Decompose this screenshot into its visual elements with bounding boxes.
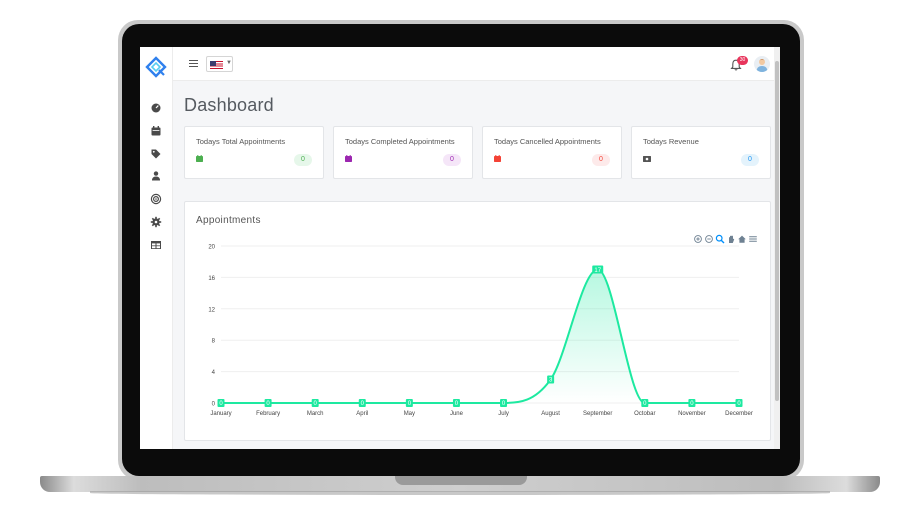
calendar-times-icon [494,155,501,162]
appointments-area-chart: 0 4 8 12 16 20 January February March April May Jun… [208,245,753,418]
stat-card-cancelled-appointments: Todays Cancelled Appointments 0 [482,126,622,179]
stat-card-revenue: Todays Revenue 0 [631,126,771,179]
pan-hand-icon[interactable] [726,234,736,244]
y-tick-label: 16 [208,276,215,282]
tag-icon[interactable] [150,148,162,160]
dashboard-icon[interactable] [150,102,162,114]
main-content: Dashboard Todays Total Appointments 0 To… [173,81,780,449]
reset-home-icon[interactable] [737,234,747,244]
data-label: 0 [361,401,365,407]
zoom-out-icon[interactable] [704,234,714,244]
data-label: 17 [594,268,601,274]
stat-title: Todays Cancelled Appointments [494,137,601,146]
data-label-box [217,399,225,407]
y-tick-label: 4 [212,370,216,376]
menu-toggle-icon[interactable] [189,60,198,68]
notification-count-badge: 30 [737,56,748,65]
data-label-box [405,399,413,407]
gear-icon[interactable] [150,216,162,228]
chevron-down-icon: ▼ [226,60,232,66]
stat-value-badge: 0 [592,154,610,166]
data-label: 0 [455,401,459,407]
data-label-box [547,375,555,384]
data-label-box [358,399,366,407]
stat-title: Todays Total Appointments [196,137,286,146]
vertical-scrollbar[interactable] [774,47,780,449]
data-label: 0 [266,401,270,407]
page-title: Dashboard [184,95,274,115]
calendar-check-icon [345,155,352,162]
data-label: 0 [219,401,223,407]
y-tick-label: 12 [208,307,215,313]
target-icon[interactable] [150,193,162,205]
data-label-box [688,399,696,407]
data-label-box [735,399,743,407]
chart-menu-icon[interactable] [748,234,758,244]
stat-value-badge: 0 [294,154,312,166]
data-label-box [452,399,460,407]
x-tick-label: April [356,411,368,417]
laptop-base-shadow [90,491,830,495]
y-tick-label: 20 [208,245,215,251]
app-logo[interactable] [145,56,167,78]
chart-toolbar [693,234,758,244]
x-tick-label: March [307,411,324,417]
user-avatar[interactable] [754,56,770,72]
data-label: 0 [408,401,412,407]
x-tick-label: May [404,411,415,417]
appointments-chart-card: Appointments [184,201,771,441]
x-tick-label: September [583,411,612,417]
data-label-box [641,399,649,407]
zoom-in-icon[interactable] [693,234,703,244]
data-label: 0 [690,401,694,407]
x-tick-label: November [678,411,706,417]
data-label: 0 [314,401,318,407]
users-icon[interactable] [150,170,162,182]
data-label: 3 [549,378,553,384]
stat-title: Todays Completed Appointments [345,137,455,146]
x-tick-label: January [210,411,231,417]
stat-value-badge: 0 [443,154,461,166]
table-icon[interactable] [150,239,162,251]
y-tick-label: 0 [212,402,216,408]
scrollbar-thumb[interactable] [775,61,779,401]
stat-card-completed-appointments: Todays Completed Appointments 0 [333,126,473,179]
sidebar [140,47,173,449]
area-fill [221,269,739,403]
x-tick-label: Octobar [634,411,655,417]
stat-card-total-appointments: Todays Total Appointments 0 [184,126,324,179]
data-label-box [264,399,272,407]
calendar-icon[interactable] [150,125,162,137]
data-label: 0 [737,401,741,407]
series-line [221,268,739,404]
user-avatar-image [756,59,768,72]
x-tick-label: June [450,411,464,417]
data-label-box [311,399,319,407]
data-label-box [592,265,604,274]
x-tick-label: December [725,411,753,417]
x-tick-label: July [498,411,509,417]
calendar-icon [196,155,203,162]
money-icon [643,156,651,162]
chart-title: Appointments [196,215,261,226]
us-flag-icon [210,61,223,69]
data-label-box [500,399,508,407]
top-bar: ▼ 30 [173,47,780,81]
x-tick-label: February [256,411,280,417]
laptop-notch [395,476,527,485]
stat-value-badge: 0 [741,154,759,166]
x-tick-label: August [541,411,560,417]
stat-title: Todays Revenue [643,137,699,146]
selection-zoom-icon[interactable] [715,234,725,244]
app-screen: ▼ 30 Dashboard Todays Total Appointments [140,47,780,449]
y-tick-label: 8 [212,339,216,345]
language-select[interactable]: ▼ [206,56,233,72]
data-label: 0 [502,401,506,407]
data-label: 0 [643,401,647,407]
